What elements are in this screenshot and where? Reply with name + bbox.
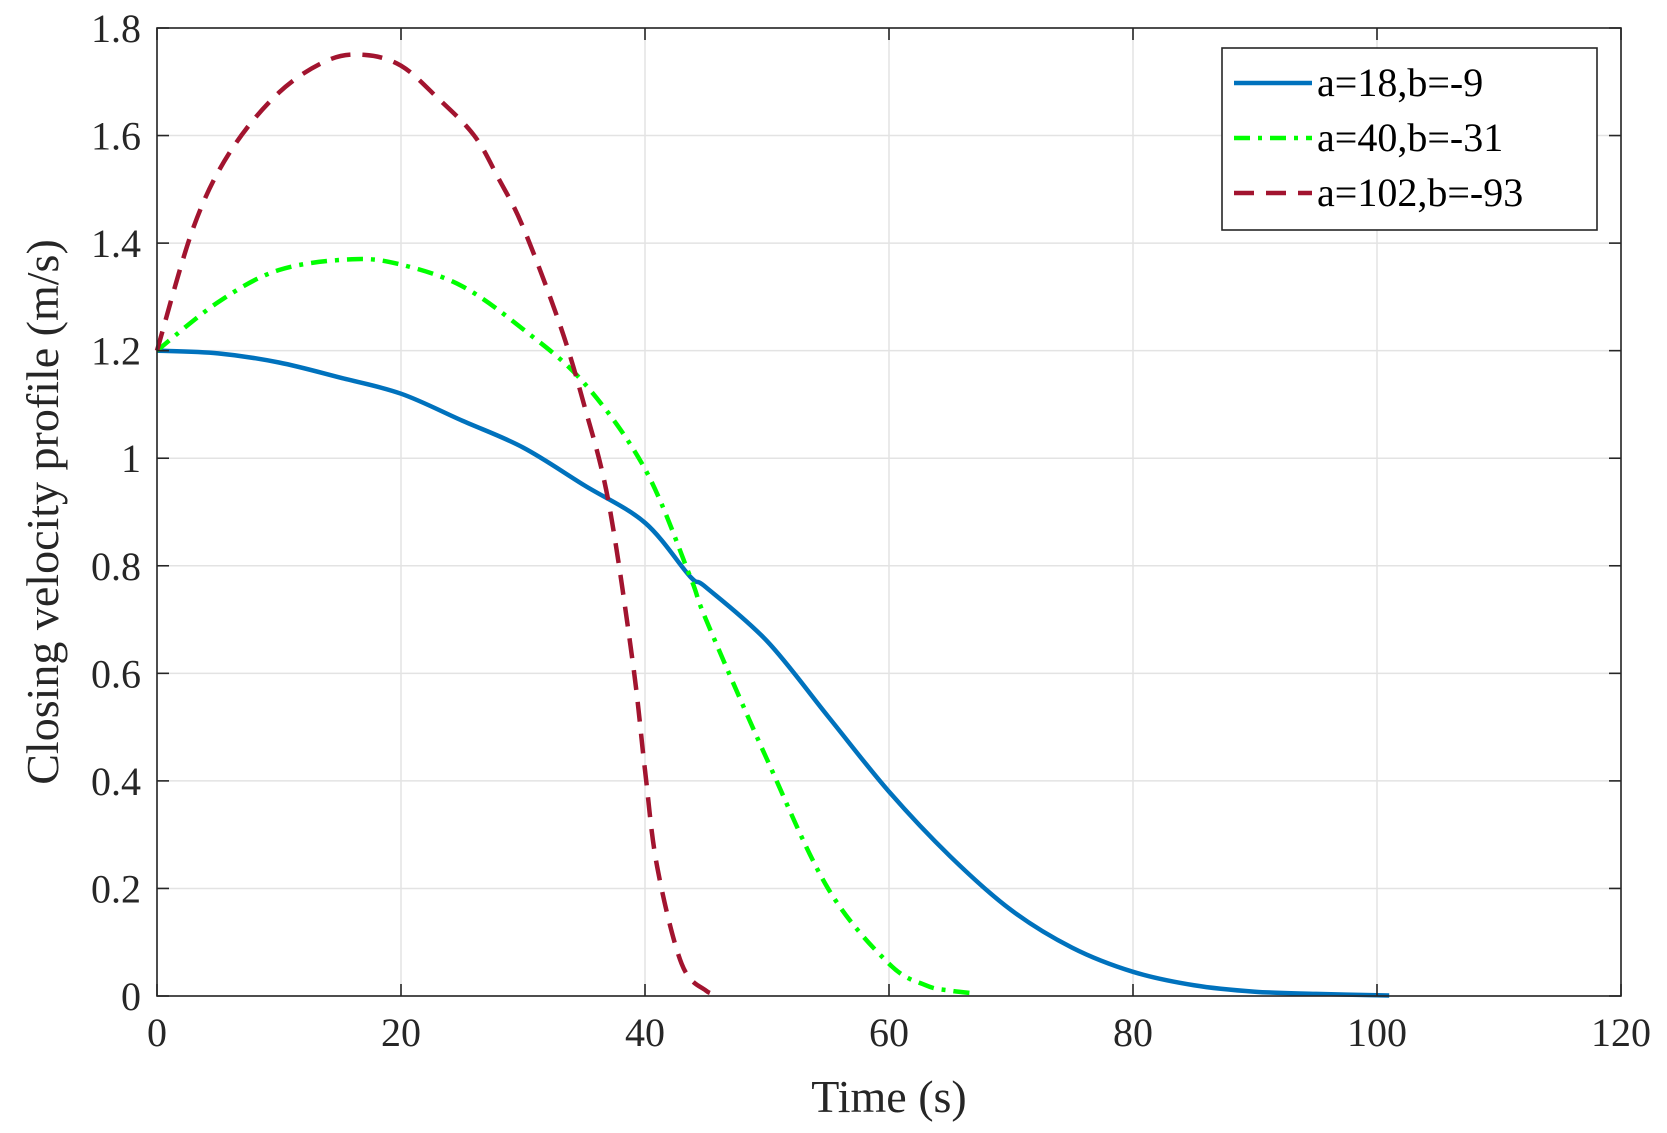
y-tick-label: 1.8 — [91, 6, 141, 51]
y-tick-label: 1.4 — [91, 221, 141, 266]
y-tick-label: 0.8 — [91, 544, 141, 589]
series-line-1 — [156, 348, 1390, 998]
y-tick-label: 0 — [121, 974, 141, 1019]
x-tick-label: 80 — [1113, 1010, 1153, 1055]
y-tick-label: 0.2 — [91, 866, 141, 911]
x-tick-label: 60 — [869, 1010, 909, 1055]
x-tick-label: 40 — [625, 1010, 665, 1055]
x-tick-label: 120 — [1591, 1010, 1651, 1055]
x-tick-label: 100 — [1347, 1010, 1407, 1055]
legend-label: a=40,b=-31 — [1317, 115, 1503, 160]
series-line-3 — [154, 52, 719, 996]
x-tick-label: 20 — [381, 1010, 421, 1055]
legend: a=18,b=-9 a=40,b=-31 a=102,b=-93 — [1221, 47, 1598, 231]
y-tick-label: 1.2 — [91, 329, 141, 374]
y-tick-label: 1 — [121, 436, 141, 481]
y-tick-label: 0.6 — [91, 651, 141, 696]
y-axis-label: Closing velocity profile (m/s) — [17, 239, 68, 785]
series-layer — [154, 52, 1390, 998]
x-tick-label: 0 — [147, 1010, 167, 1055]
x-axis-label: Time (s) — [811, 1071, 967, 1122]
ticks: 0 20 40 60 80 100 120 0 0.2 0.4 0.6 0.8 1 1.2 1.4 1.6 1.… — [91, 6, 1651, 1055]
legend-label: a=102,b=-93 — [1317, 170, 1523, 215]
y-tick-label: 1.6 — [91, 114, 141, 159]
y-tick-label: 0.4 — [91, 759, 141, 804]
series-line-2 — [155, 256, 975, 996]
legend-label: a=18,b=-9 — [1317, 60, 1483, 105]
